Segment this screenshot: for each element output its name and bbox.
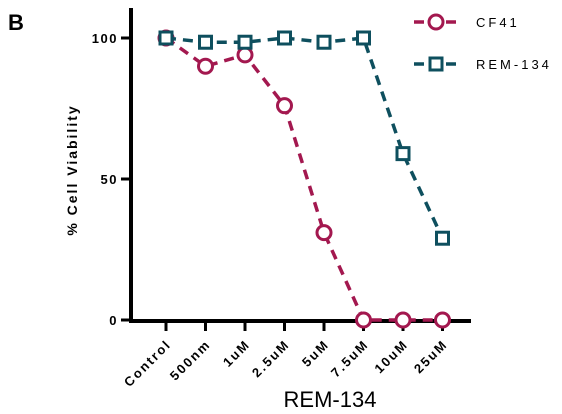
x-tick-label: 25uM <box>411 337 451 377</box>
legend-marker <box>427 13 445 31</box>
data-point <box>395 146 411 162</box>
x-tick-label: 10uM <box>371 337 411 377</box>
panel-letter: B <box>8 10 24 35</box>
series-line <box>165 36 445 239</box>
y-ticks: 0 50 100 <box>92 31 131 328</box>
data-point <box>158 30 174 46</box>
data-point <box>435 230 450 246</box>
series-line <box>164 36 443 322</box>
axes <box>129 8 471 323</box>
data-point <box>315 224 333 242</box>
data-point <box>434 311 451 329</box>
x-tick-label: 5uM <box>299 337 332 370</box>
legend-label: CF41 <box>476 15 520 30</box>
legend: CF41 REM-134 <box>414 13 552 72</box>
legend-marker <box>428 56 444 72</box>
legend-label: REM-134 <box>476 57 552 72</box>
data-point <box>276 97 293 115</box>
legend-item-rem-134: REM-134 <box>414 56 552 72</box>
x-tick-label: 500nm <box>167 337 214 384</box>
y-tick-label: 50 <box>101 172 118 187</box>
series-layer <box>157 29 451 329</box>
x-axis-title: REM-134 <box>284 387 377 412</box>
data-point <box>277 30 292 46</box>
data-point <box>237 34 253 50</box>
series-cf41 <box>157 29 451 329</box>
x-tick-label: Control <box>121 337 174 390</box>
legend-item-cf41: CF41 <box>414 13 520 31</box>
data-point <box>394 311 412 329</box>
y-tick-label: 100 <box>92 31 118 46</box>
y-axis-title: % Cell Viability <box>64 104 80 235</box>
y-tick-label: 0 <box>109 313 118 328</box>
data-point <box>197 57 214 75</box>
series-rem-134 <box>158 30 450 246</box>
x-tick-label: 2.5uM <box>249 337 293 381</box>
data-point <box>355 311 372 329</box>
x-tick-label: 7.5uM <box>328 337 372 381</box>
data-point <box>198 34 213 50</box>
data-point <box>236 46 254 64</box>
x-tick-label: 1uM <box>220 337 253 370</box>
data-point <box>316 34 332 50</box>
data-point <box>356 30 371 46</box>
